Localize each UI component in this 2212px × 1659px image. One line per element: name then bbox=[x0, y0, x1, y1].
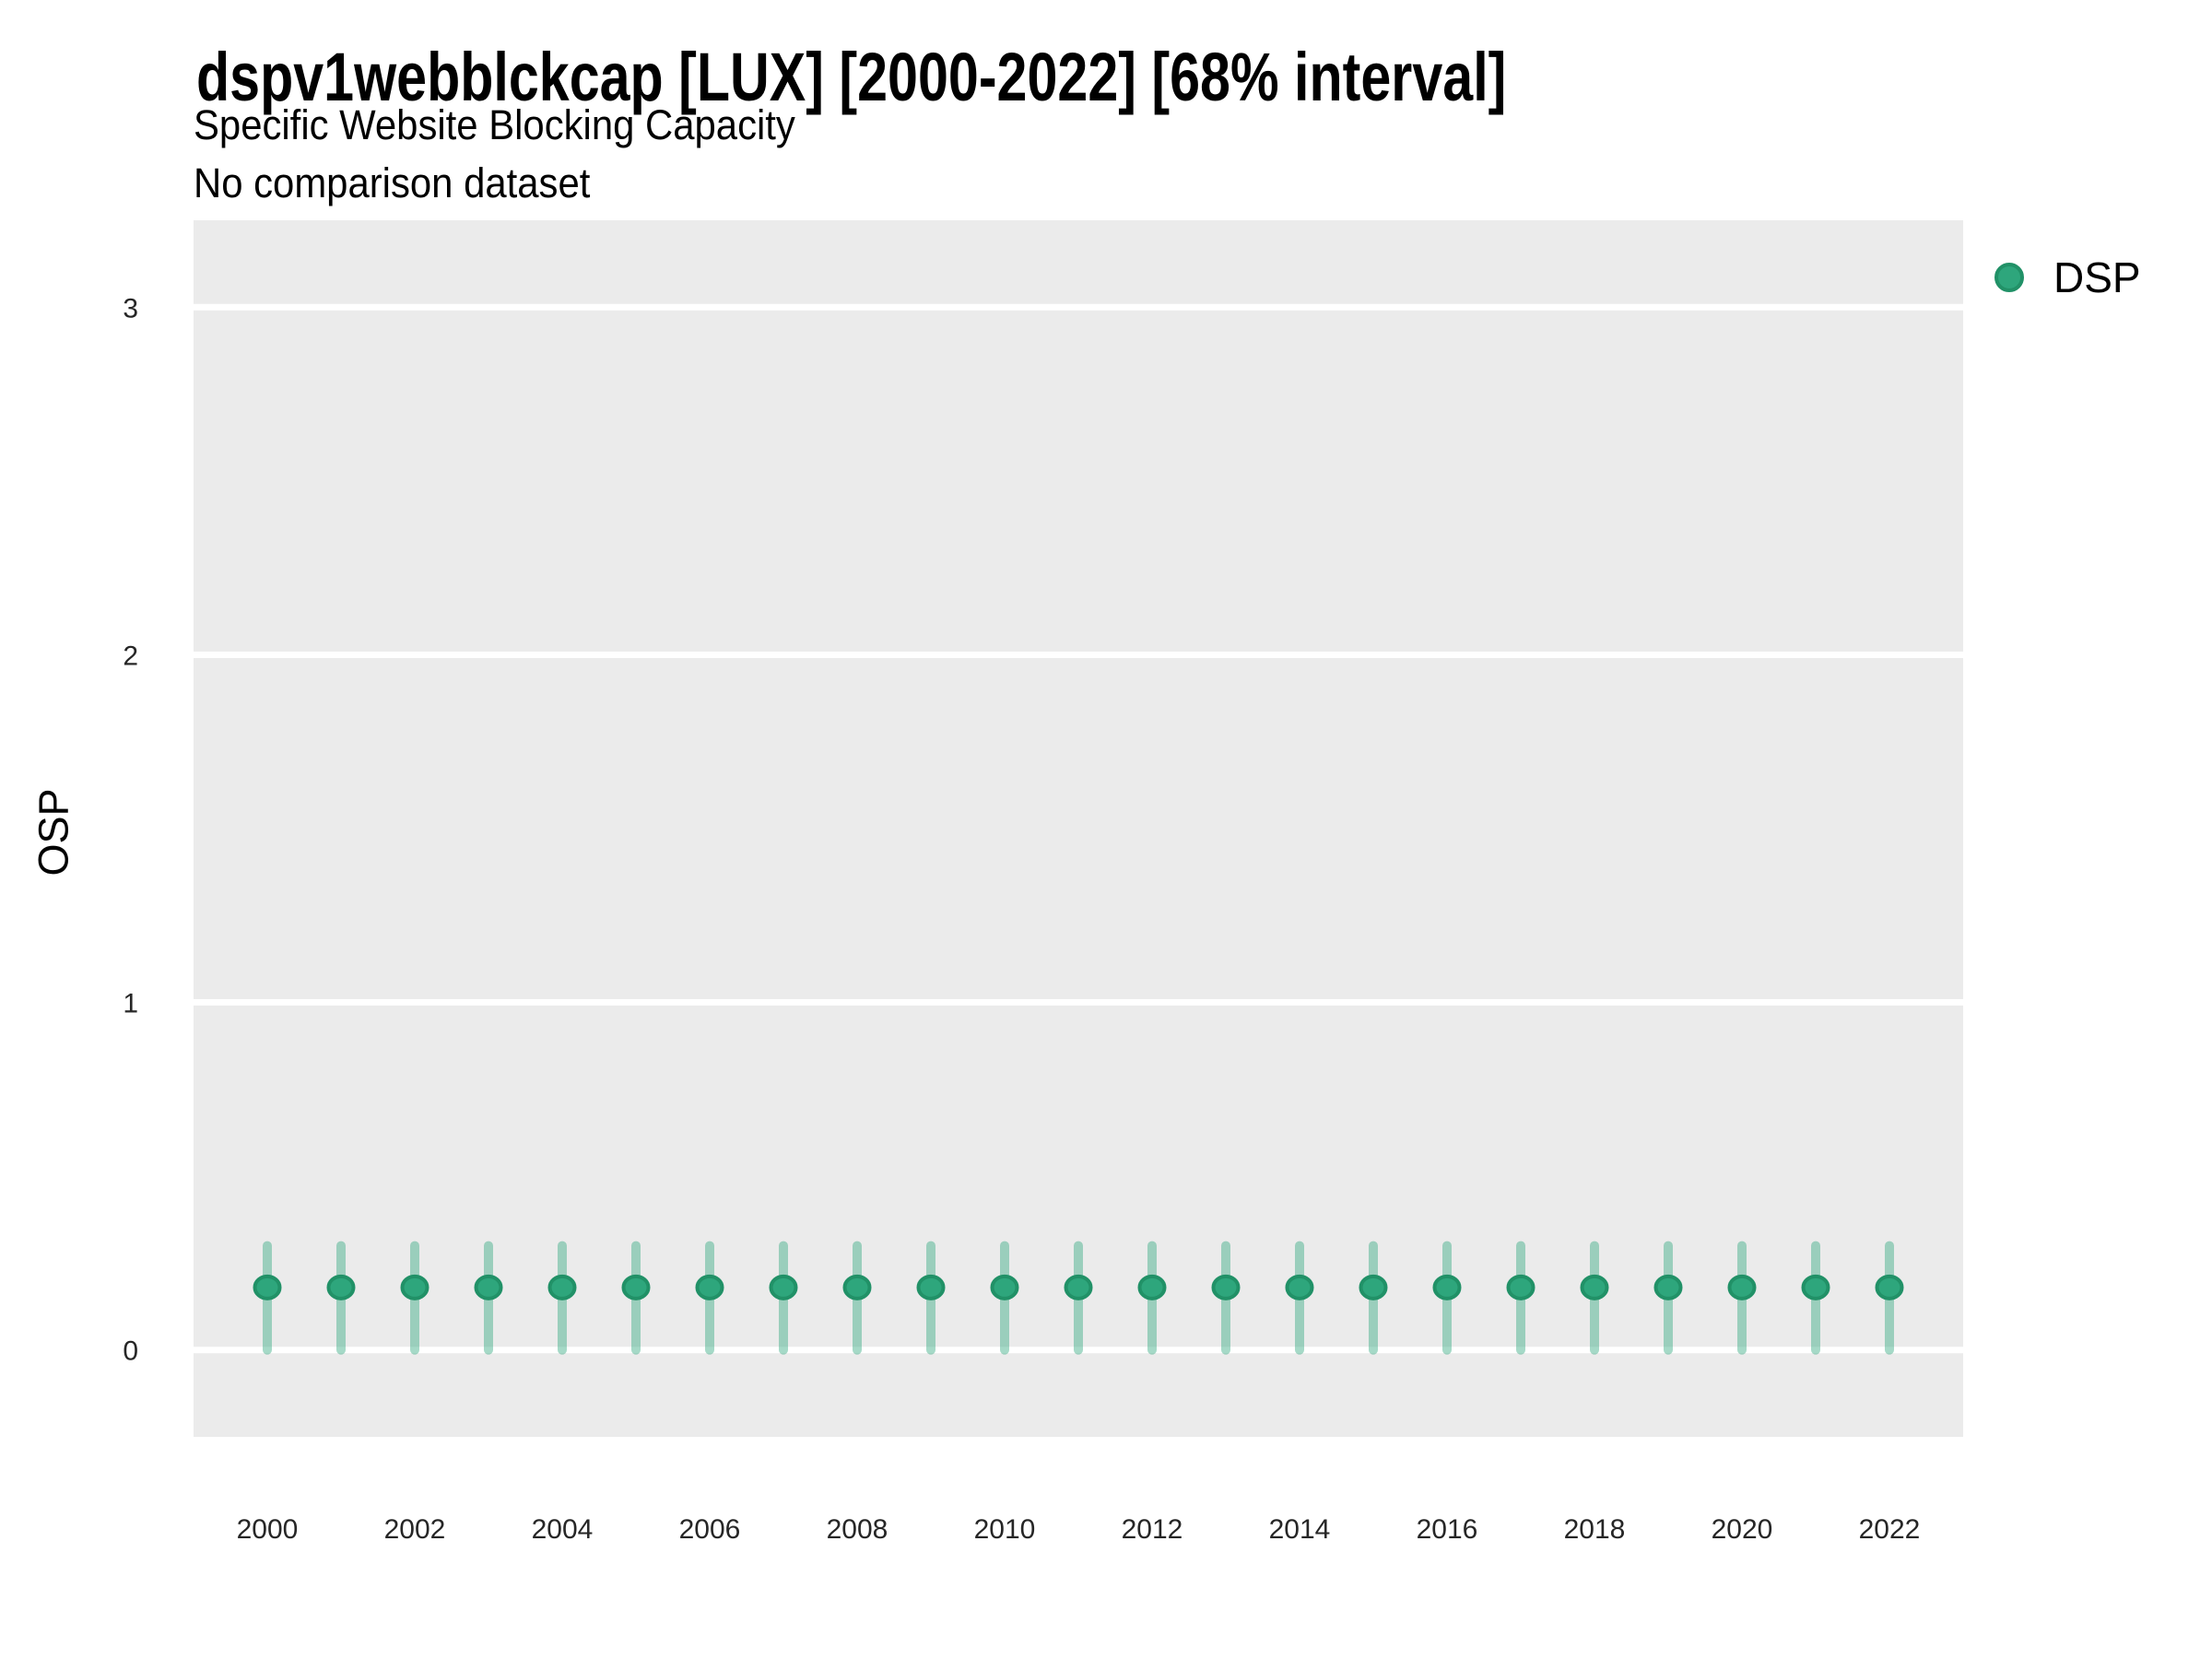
data-point-2010 bbox=[990, 1274, 1019, 1300]
plot-panel-background bbox=[194, 220, 1963, 1437]
x-tick-label-2016: 2016 bbox=[1417, 1514, 1478, 1545]
y-tick-label-1: 1 bbox=[123, 989, 138, 1019]
x-tick-label-2018: 2018 bbox=[1564, 1514, 1626, 1545]
comparison-note: No comparison dataset bbox=[194, 159, 591, 206]
data-point-2021 bbox=[1801, 1274, 1830, 1300]
data-point-2003 bbox=[474, 1274, 503, 1300]
data-point-2019 bbox=[1653, 1274, 1683, 1300]
x-tick-label-2002: 2002 bbox=[384, 1514, 446, 1545]
data-point-2002 bbox=[400, 1274, 429, 1300]
data-point-2005 bbox=[621, 1274, 651, 1300]
legend-marker-icon bbox=[1994, 263, 2024, 292]
x-tick-label-2000: 2000 bbox=[237, 1514, 299, 1545]
data-point-2017 bbox=[1506, 1274, 1535, 1300]
y-tick-label-3: 3 bbox=[123, 293, 138, 324]
x-tick-label-2014: 2014 bbox=[1269, 1514, 1331, 1545]
data-point-2001 bbox=[326, 1274, 356, 1300]
data-point-2016 bbox=[1432, 1274, 1462, 1300]
data-point-2009 bbox=[916, 1274, 946, 1300]
data-point-2014 bbox=[1285, 1274, 1314, 1300]
plot-subtitle: Specific Website Blocking Capacity bbox=[194, 101, 795, 148]
legend: DSP bbox=[1994, 256, 2141, 299]
data-point-2015 bbox=[1359, 1274, 1388, 1300]
data-point-2020 bbox=[1727, 1274, 1757, 1300]
plot-title: dspv1webblckcap [LUX] [2000-2022] [68% i… bbox=[196, 39, 1507, 115]
gridline-y-0 bbox=[194, 1347, 1963, 1354]
data-point-2000 bbox=[253, 1274, 282, 1300]
data-point-2012 bbox=[1137, 1274, 1167, 1300]
y-tick-label-2: 2 bbox=[123, 641, 138, 671]
legend-series-label: DSP bbox=[2053, 253, 2141, 301]
data-point-2018 bbox=[1580, 1274, 1609, 1300]
data-point-2013 bbox=[1211, 1274, 1241, 1300]
y-tick-label-0: 0 bbox=[123, 1336, 138, 1367]
x-tick-label-2008: 2008 bbox=[827, 1514, 888, 1545]
x-tick-label-2010: 2010 bbox=[974, 1514, 1036, 1545]
gridline-y-3 bbox=[194, 303, 1963, 311]
gridline-y-2 bbox=[194, 651, 1963, 658]
data-point-2007 bbox=[769, 1274, 798, 1300]
x-tick-label-2020: 2020 bbox=[1712, 1514, 1773, 1545]
data-point-2022 bbox=[1875, 1274, 1904, 1300]
gridline-y-1 bbox=[194, 999, 1963, 1006]
x-tick-label-2022: 2022 bbox=[1859, 1514, 1921, 1545]
data-point-2006 bbox=[695, 1274, 724, 1300]
x-tick-label-2012: 2012 bbox=[1122, 1514, 1183, 1545]
x-tick-label-2004: 2004 bbox=[532, 1514, 594, 1545]
data-point-2004 bbox=[547, 1274, 577, 1300]
data-point-2008 bbox=[842, 1274, 872, 1300]
x-tick-label-2006: 2006 bbox=[679, 1514, 741, 1545]
data-point-2011 bbox=[1064, 1274, 1093, 1300]
